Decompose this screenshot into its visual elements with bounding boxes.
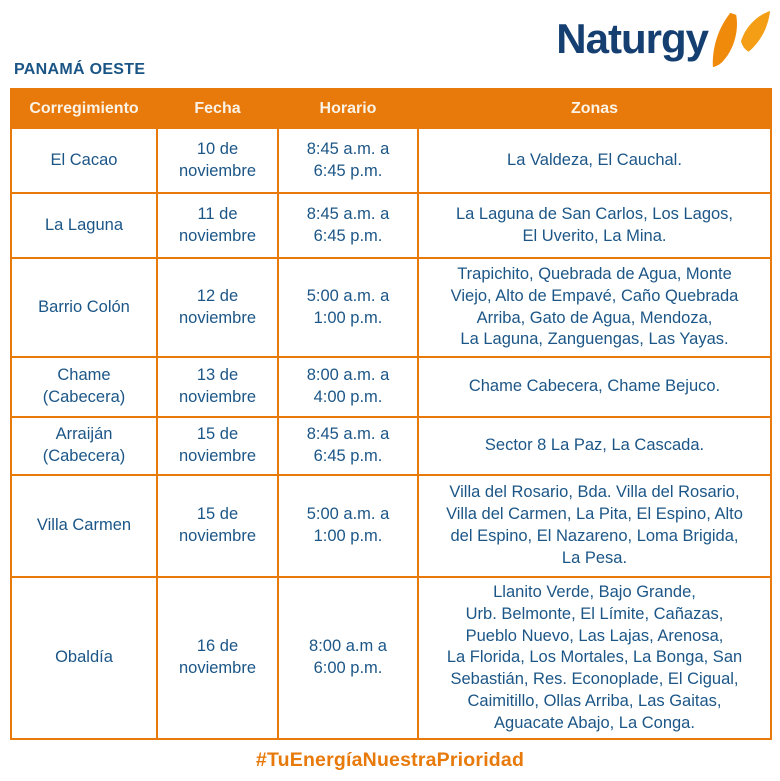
cell-fecha: 15 de noviembre <box>156 416 279 476</box>
table-header: Corregimiento Fecha Horario Zonas <box>10 88 772 129</box>
cell-corregimiento: Arraiján (Cabecera) <box>10 416 158 476</box>
cell-corregimiento: Obaldía <box>10 575 158 741</box>
cell-fecha: 11 de noviembre <box>156 192 279 259</box>
page-header: PANAMÁ OESTE Naturgy <box>0 0 780 88</box>
footer-hashtag: #TuEnergíaNuestraPrioridad <box>255 749 525 772</box>
cell-zonas: Chame Cabecera, Chame Bejuco. <box>417 356 772 418</box>
naturgy-logo: Naturgy <box>556 10 772 75</box>
cell-zonas: Sector 8 La Paz, La Cascada. <box>417 416 772 476</box>
table-row: Villa Carmen 15 de noviembre 5:00 a.m. a 1… <box>10 474 772 578</box>
table-row: Barrio Colón 12 de noviembre 5:00 a.m. a 1… <box>10 257 772 358</box>
cell-corregimiento: Chame (Cabecera) <box>10 356 158 418</box>
table-row: El Cacao 10 de noviembre 8:45 a.m. a 6:45 … <box>10 127 772 194</box>
naturgy-logo-text: Naturgy <box>556 15 709 62</box>
outage-table-body: El Cacao 10 de noviembre 8:45 a.m. a 6:45 … <box>10 127 772 741</box>
cell-fecha: 15 de noviembre <box>156 474 279 578</box>
cell-horario: 8:45 a.m. a 6:45 p.m. <box>277 192 419 259</box>
header-row: Corregimiento Fecha Horario Zonas <box>10 88 772 129</box>
cell-zonas: Villa del Rosario, Bda. Villa del Rosari… <box>417 474 772 578</box>
cell-horario: 8:45 a.m. a 6:45 p.m. <box>277 127 419 194</box>
cell-horario: 8:00 a.m a 6:00 p.m. <box>277 575 419 741</box>
cell-corregimiento: La Laguna <box>10 192 158 259</box>
table-row: Obaldía 16 de noviembre 8:00 a.m a 6:00 p.… <box>10 575 772 741</box>
cell-fecha: 16 de noviembre <box>156 575 279 741</box>
table-row: Arraiján (Cabecera) 15 de noviembre 8:45 a… <box>10 416 772 476</box>
header-zonas: Zonas <box>417 88 772 129</box>
outage-schedule-table: Corregimiento Fecha Horario Zonas El Cac… <box>10 88 772 741</box>
cell-horario: 5:00 a.m. a 1:00 p.m. <box>277 474 419 578</box>
region-title: PANAMÁ OESTE <box>14 61 146 78</box>
header-fecha: Fecha <box>156 88 279 129</box>
cell-fecha: 10 de noviembre <box>156 127 279 194</box>
table-row: Chame (Cabecera) 13 de noviembre 8:00 a.m.… <box>10 356 772 418</box>
cell-horario: 8:00 a.m. a 4:00 p.m. <box>277 356 419 418</box>
cell-zonas: Trapichito, Quebrada de Agua, Monte Viej… <box>417 257 772 358</box>
header-horario: Horario <box>277 88 419 129</box>
cell-zonas: La Valdeza, El Cauchal. <box>417 127 772 194</box>
cell-corregimiento: El Cacao <box>10 127 158 194</box>
cell-corregimiento: Barrio Colón <box>10 257 158 358</box>
cell-horario: 8:45 a.m. a 6:45 p.m. <box>277 416 419 476</box>
butterfly-icon <box>710 10 772 75</box>
table-row: La Laguna 11 de noviembre 8:45 a.m. a 6:45… <box>10 192 772 259</box>
header-corregimiento: Corregimiento <box>10 88 158 129</box>
cell-corregimiento: Villa Carmen <box>10 474 158 578</box>
cell-zonas: La Laguna de San Carlos, Los Lagos, El U… <box>417 192 772 259</box>
cell-fecha: 13 de noviembre <box>156 356 279 418</box>
cell-zonas: Llanito Verde, Bajo Grande, Urb. Belmont… <box>417 575 772 741</box>
cell-horario: 5:00 a.m. a 1:00 p.m. <box>277 257 419 358</box>
cell-fecha: 12 de noviembre <box>156 257 279 358</box>
